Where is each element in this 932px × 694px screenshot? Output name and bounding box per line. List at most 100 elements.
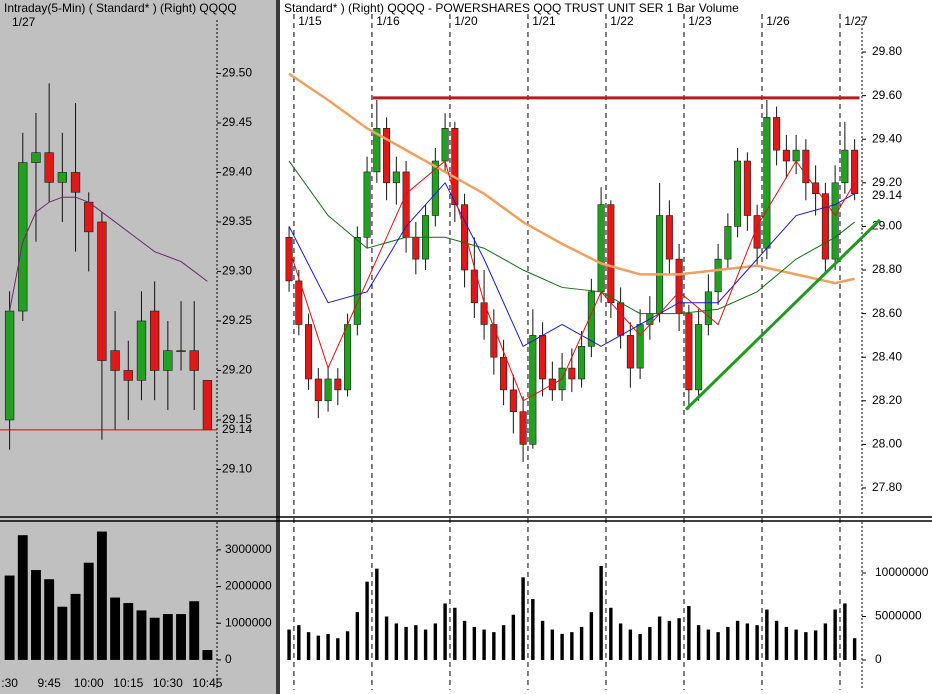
candle-body: [695, 324, 703, 391]
y-tick-label: 27.80: [872, 480, 902, 494]
y-tick-label: 29.25: [222, 313, 252, 327]
candle-body: [539, 335, 547, 380]
candle-body: [84, 201, 94, 233]
candle-body: [831, 182, 839, 260]
candle-body: [18, 162, 28, 312]
y-tick-label: 29.15: [222, 412, 252, 426]
volume-bar: [735, 620, 740, 660]
candle-body: [617, 302, 625, 336]
volume-bar: [492, 632, 496, 660]
candle-body: [665, 215, 673, 260]
y-tick-label: 29.20: [872, 175, 902, 189]
volume-bar: [433, 623, 438, 660]
y-tick-label: 28.20: [872, 393, 902, 407]
y-tick-label: 28.60: [872, 306, 902, 320]
volume-bar: [521, 577, 525, 660]
volume-bar: [638, 633, 642, 660]
volume-bar: [784, 626, 789, 660]
moving-average: [288, 160, 856, 402]
x-tick-label: 1/21: [532, 14, 556, 28]
y-tick-label: 29.50: [222, 66, 252, 80]
candle-body: [314, 378, 322, 402]
y-tick-label: 29.80: [872, 44, 902, 58]
volume-bar: [110, 597, 121, 660]
candle-body: [392, 171, 400, 184]
candle-body: [189, 350, 199, 371]
volume-bar: [453, 607, 457, 660]
volume-bar: [57, 606, 68, 660]
candle-body: [578, 345, 586, 380]
candle-body: [841, 149, 849, 184]
y-tick-label: 2000000: [225, 579, 272, 593]
moving-average: [288, 160, 855, 315]
y-tick-label: 29.60: [872, 88, 902, 102]
candle-body: [44, 152, 54, 183]
volume-bar: [657, 616, 662, 660]
candle-body: [607, 204, 615, 304]
candle-body: [402, 171, 410, 238]
volume-bar: [336, 638, 340, 660]
y-tick-label: 28.00: [872, 437, 902, 451]
candle-body: [4, 310, 15, 421]
candle-body: [344, 324, 352, 391]
candle-body: [636, 324, 644, 369]
volume-bar: [316, 635, 321, 660]
volume-bar: [823, 623, 828, 660]
volume-bar: [31, 570, 41, 660]
left-subtitle: 1/27: [12, 15, 36, 29]
candle-body: [451, 128, 459, 205]
candle-body: [202, 380, 213, 431]
candle-body: [110, 350, 120, 371]
volume-bar: [83, 562, 94, 660]
y-tick-label: 5000000: [875, 609, 922, 623]
volume-bar: [852, 638, 857, 660]
candle-body: [31, 152, 41, 163]
candle-body: [587, 291, 595, 347]
panel-divider: [276, 0, 280, 694]
candle-body: [568, 367, 576, 380]
candle-body: [675, 258, 683, 314]
candle-body: [490, 324, 498, 358]
y-tick-label: 29.45: [222, 115, 252, 129]
last-price-label: 29.14: [872, 188, 902, 202]
candle-body: [136, 320, 147, 381]
volume-bar: [618, 623, 623, 660]
volume-bar: [511, 614, 516, 660]
volume-bar: [149, 617, 160, 660]
y-tick-label: 28.40: [872, 349, 902, 363]
volume-bar: [794, 629, 798, 660]
candle-body: [802, 149, 810, 184]
candle-body: [724, 226, 732, 260]
candle-body: [150, 310, 160, 371]
volume-bar: [297, 625, 301, 660]
candle-body: [509, 389, 517, 412]
volume-bar: [501, 625, 506, 660]
volume-bar: [4, 575, 15, 660]
y-tick-label: 1000000: [225, 615, 272, 629]
x-tick-label: 1/16: [376, 14, 400, 28]
candle-body: [441, 128, 449, 162]
y-tick-label: 29.20: [222, 363, 252, 377]
candle-body: [334, 378, 342, 391]
y-tick-label: 0: [875, 652, 882, 666]
candle-body: [373, 128, 381, 173]
volume-bar: [414, 625, 418, 660]
candle-body: [597, 204, 605, 293]
volume-bar: [355, 612, 360, 660]
y-tick-label: 29.40: [872, 131, 902, 145]
candle-body: [431, 160, 439, 216]
volume-bar: [443, 603, 447, 660]
y-tick-label: 0: [225, 652, 232, 666]
volume-bar: [375, 568, 379, 660]
volume-bar: [589, 612, 594, 660]
volume-bar: [579, 626, 584, 660]
candle-body: [792, 149, 800, 162]
candle-body: [470, 269, 478, 304]
volume-bar: [326, 633, 330, 660]
candle-body: [176, 350, 186, 352]
volume-bar: [599, 566, 603, 660]
volume-bar: [287, 629, 291, 660]
volume-bar: [716, 632, 720, 660]
volume-bar: [687, 606, 691, 660]
volume-bar: [123, 603, 134, 660]
